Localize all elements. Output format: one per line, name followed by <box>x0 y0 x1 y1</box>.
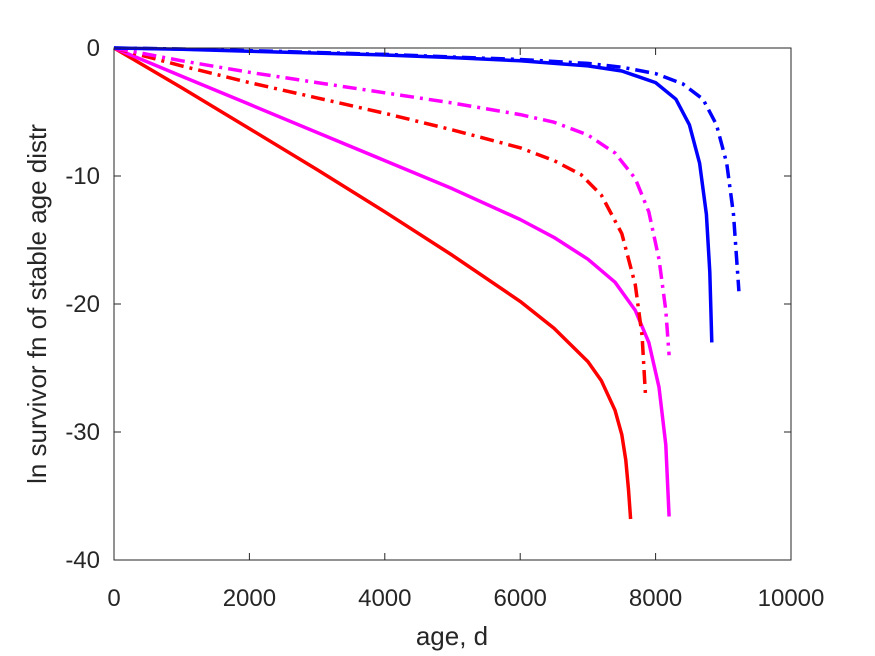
x-tick-label: 8000 <box>629 585 682 612</box>
y-axis-label: ln survivor fn of stable age distr <box>22 124 52 484</box>
x-tick-label: 10000 <box>758 585 825 612</box>
series-line-3 <box>113 46 648 394</box>
y-tick-label: -40 <box>65 547 100 574</box>
y-tick-label: 0 <box>87 35 100 62</box>
x-tick-label: 4000 <box>358 585 411 612</box>
y-tick-label: -10 <box>65 163 100 190</box>
series-line-5 <box>113 46 714 343</box>
series-line-2 <box>113 46 671 517</box>
series-layer <box>113 46 741 520</box>
x-tick-label: 6000 <box>494 585 547 612</box>
series-line-1 <box>113 46 633 520</box>
x-axis-label: age, d <box>416 621 488 651</box>
series-line-4 <box>113 46 671 356</box>
series-line-6 <box>113 46 741 292</box>
x-tick-label: 0 <box>107 585 120 612</box>
y-tick-label: -30 <box>65 419 100 446</box>
y-tick-label: -20 <box>65 291 100 318</box>
x-tick-label: 2000 <box>223 585 276 612</box>
ticks-layer: 0 2000 4000 6000 8000 10000 -40 -30 -20 -10 0 <box>65 35 824 612</box>
